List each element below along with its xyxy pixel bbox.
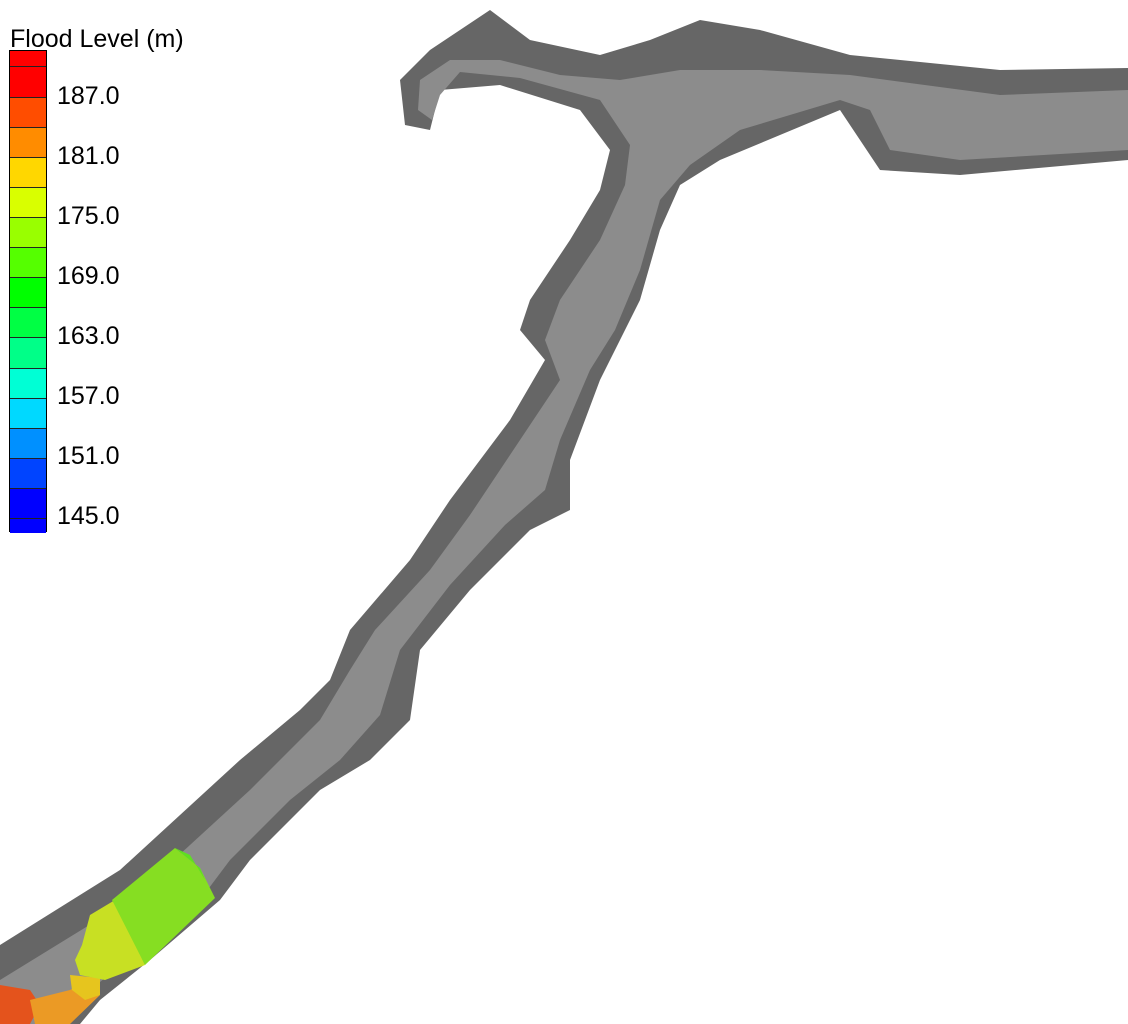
color-bin bbox=[10, 127, 46, 157]
color-bar bbox=[9, 50, 47, 533]
flood-patch bbox=[70, 975, 100, 1000]
legend-tick-label: 157.0 bbox=[57, 382, 120, 410]
color-bin bbox=[10, 187, 46, 217]
river-channel-surface bbox=[0, 60, 1128, 1024]
color-bin bbox=[10, 217, 46, 247]
legend-tick-label: 181.0 bbox=[57, 142, 120, 170]
flood-level-legend: Flood Level (m) 187.0 181.0 175.0 169.0 163.… bbox=[0, 0, 200, 540]
flood-patch bbox=[0, 985, 40, 1024]
color-bin bbox=[10, 337, 46, 368]
color-bin bbox=[10, 277, 46, 307]
color-bin bbox=[10, 97, 46, 127]
color-bin bbox=[10, 488, 46, 518]
legend-tick-label: 145.0 bbox=[57, 502, 120, 530]
color-bin bbox=[10, 368, 46, 398]
color-bin bbox=[10, 51, 46, 66]
legend-tick-label: 169.0 bbox=[57, 262, 120, 290]
color-bin bbox=[10, 428, 46, 458]
legend-tick-label: 175.0 bbox=[57, 202, 120, 230]
color-bin bbox=[10, 458, 46, 488]
flood-patch bbox=[112, 848, 215, 965]
legend-title: Flood Level (m) bbox=[10, 25, 184, 53]
legend-tick-label: 163.0 bbox=[57, 322, 120, 350]
color-bin bbox=[10, 398, 46, 428]
flood-patch bbox=[75, 900, 145, 980]
color-bin bbox=[10, 66, 46, 97]
legend-tick-label: 151.0 bbox=[57, 442, 120, 470]
color-bin bbox=[10, 247, 46, 277]
color-bin bbox=[10, 307, 46, 337]
legend-tick-label: 187.0 bbox=[57, 82, 120, 110]
color-bin bbox=[10, 518, 46, 533]
color-bin bbox=[10, 157, 46, 187]
